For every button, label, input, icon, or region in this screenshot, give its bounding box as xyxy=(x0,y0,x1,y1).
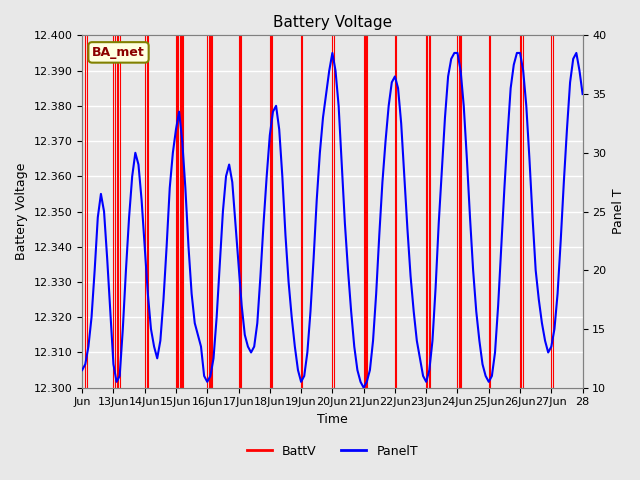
Legend: BattV, PanelT: BattV, PanelT xyxy=(242,440,423,463)
Y-axis label: Battery Voltage: Battery Voltage xyxy=(15,163,28,260)
Text: BA_met: BA_met xyxy=(92,46,145,59)
X-axis label: Time: Time xyxy=(317,413,348,426)
Title: Battery Voltage: Battery Voltage xyxy=(273,15,392,30)
Y-axis label: Panel T: Panel T xyxy=(612,189,625,234)
